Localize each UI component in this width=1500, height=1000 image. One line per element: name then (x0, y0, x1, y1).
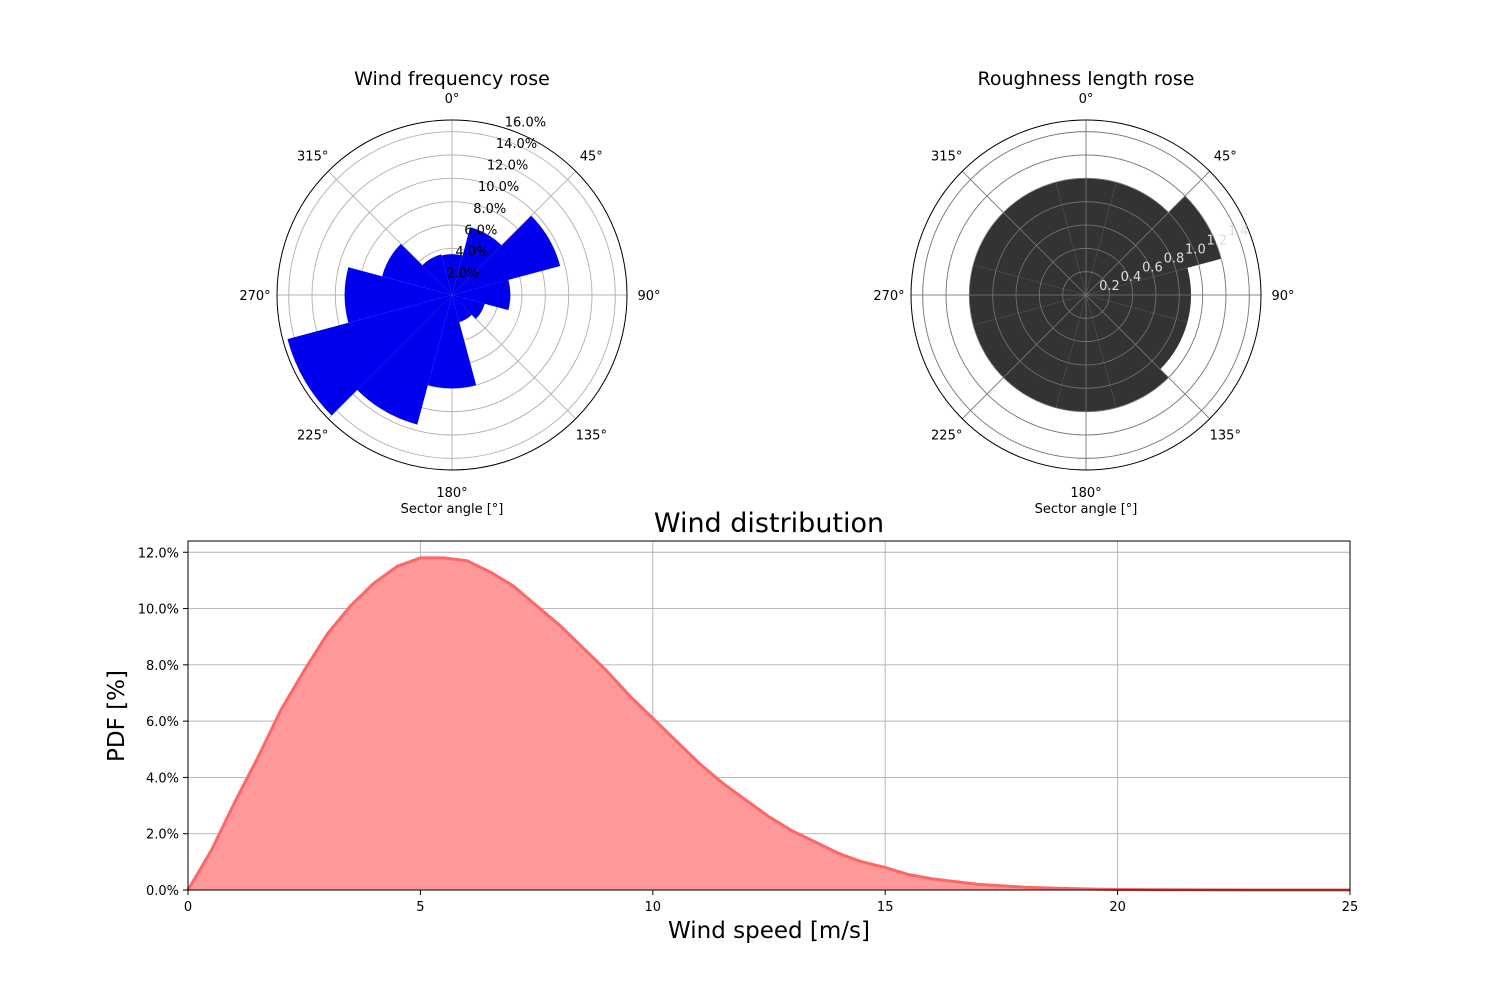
polar-outline (910, 119, 1262, 471)
radial-tick-label: 12.0% (487, 159, 528, 174)
sector-bar (441, 254, 463, 295)
x-tick-label: 5 (416, 900, 424, 915)
radial-tick-label: 1.0 (1185, 242, 1206, 257)
polar-outline (276, 119, 628, 471)
y-tick-label: 4.0% (146, 771, 179, 786)
angle-tick-label: 270° (873, 289, 904, 304)
area-xlabel: Wind speed [m/s] (668, 918, 870, 944)
angle-tick-label: 315° (297, 150, 328, 165)
y-tick-label: 2.0% (146, 828, 179, 843)
area-ylabel: PDF [%] (104, 670, 130, 762)
sector-bar (452, 295, 472, 323)
sector-bar (452, 295, 485, 319)
radial-tick-label: 0.4 (1121, 270, 1142, 285)
wind-distribution-chart: Wind distribution 0 5 10 15 20 25 0.0% 2.0% 4.0%… (104, 508, 1358, 944)
pdf-area (188, 557, 1350, 890)
radial-tick-label: 1.4 (1228, 224, 1249, 239)
angle-tick-label: 180° (1070, 486, 1101, 501)
polar1-title: Wind frequency rose (354, 68, 550, 90)
sector-bar (452, 215, 561, 295)
area-frame (187, 540, 1351, 891)
angle-tick-label: 180° (436, 486, 467, 501)
angle-tick-label: 0° (445, 92, 460, 107)
x-tick-label: 10 (645, 900, 662, 915)
y-tick-label: 8.0% (146, 659, 179, 674)
radial-tick-label: 4.0% (455, 245, 488, 260)
radial-tick-label: 0.2 (1099, 279, 1120, 294)
y-tick-label: 6.0% (146, 715, 179, 730)
polar1-overlay: 0° 45° 90° 135° 180° 225° 270° 315° 2.0% 4.0% 6.0%… (239, 92, 660, 501)
angular-grid-line-overlay (961, 170, 1087, 296)
polar2-xlabel: Sector angle [°] (1035, 502, 1138, 517)
sector-bar (452, 227, 502, 295)
sector-bar (357, 295, 452, 425)
polar1-xlabel: Sector angle [°] (401, 502, 504, 517)
sector-bar (427, 295, 477, 389)
area-ticks: 0 5 10 15 20 25 0.0% 2.0% 4.0% 6.0% 8.0% 10.0% 12.0% (138, 546, 1359, 915)
polar2-overlay: 0° 45° 90° 135° 180° 225° 270° 315° 0.20.40.60.8… (873, 92, 1294, 501)
x-tick-label: 15 (877, 900, 894, 915)
angle-tick-label: 90° (637, 289, 660, 304)
angular-grid-line-overlay (1085, 294, 1211, 420)
radial-tick-label: 0.8 (1164, 252, 1185, 267)
radial-tick-label: 8.0% (473, 202, 506, 217)
angle-tick-label: 270° (239, 289, 270, 304)
sector-bar (382, 243, 452, 295)
radial-tick-label: 2.0% (446, 266, 479, 281)
sector-bar (287, 295, 452, 416)
polar1-bars (287, 215, 561, 425)
x-tick-label: 0 (184, 900, 192, 915)
radial-tick-label: 0.6 (1142, 261, 1163, 276)
x-tick-label: 25 (1342, 900, 1359, 915)
roughness-length-rose: Roughness length rose 0° 45° 90° 135° 180° 22… (873, 68, 1294, 517)
angular-grid-line-overlay (1085, 170, 1211, 296)
angle-tick-label: 90° (1271, 289, 1294, 304)
radial-tick-label: 1.2 (1207, 233, 1228, 248)
wind-frequency-rose: Wind frequency rose 0° 45° 90° 135° 180° 225°… (239, 68, 660, 517)
area-title: Wind distribution (654, 508, 884, 539)
sector-bar (344, 267, 452, 323)
angle-tick-label: 135° (576, 428, 607, 443)
y-tick-label: 0.0% (146, 884, 179, 899)
sector-bar (452, 279, 511, 311)
angle-tick-label: 225° (297, 428, 328, 443)
angle-tick-label: 315° (931, 150, 962, 165)
angle-tick-label: 45° (580, 150, 603, 165)
polar2-title: Roughness length rose (978, 68, 1195, 90)
x-tick-label: 20 (1109, 900, 1126, 915)
sector-bar (422, 254, 452, 295)
angle-tick-label: 45° (1214, 150, 1237, 165)
sector-bar (1086, 295, 1188, 370)
radial-tick-label: 6.0% (464, 223, 497, 238)
angular-grid-line-overlay (961, 294, 1087, 420)
angle-tick-label: 135° (1210, 428, 1241, 443)
angle-tick-label: 0° (1079, 92, 1094, 107)
pdf-line (186, 556, 1350, 892)
sector-bar (1086, 196, 1222, 295)
radial-tick-label: 14.0% (496, 137, 537, 152)
y-tick-label: 10.0% (138, 603, 179, 618)
y-tick-label: 12.0% (138, 546, 179, 561)
angle-tick-label: 225° (931, 428, 962, 443)
radial-tick-label: 10.0% (478, 180, 519, 195)
radial-tick-label: 16.0% (505, 116, 546, 131)
